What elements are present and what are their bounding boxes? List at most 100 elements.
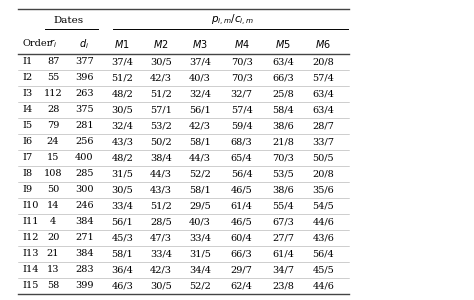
Text: 32/7: 32/7 [231, 89, 253, 98]
Text: 61/4: 61/4 [272, 250, 294, 259]
Text: I7: I7 [23, 153, 33, 162]
Text: 42/3: 42/3 [150, 266, 172, 274]
Text: 58/1: 58/1 [111, 250, 133, 259]
Text: $M1$: $M1$ [114, 38, 130, 50]
Text: $d_i$: $d_i$ [79, 37, 90, 51]
Text: 46/5: 46/5 [231, 218, 253, 226]
Text: 384: 384 [75, 250, 94, 259]
Text: I3: I3 [23, 89, 33, 98]
Text: 14: 14 [47, 201, 59, 210]
Text: 55: 55 [47, 73, 59, 82]
Text: 51/2: 51/2 [111, 73, 133, 82]
Text: 58/1: 58/1 [189, 185, 211, 194]
Text: 43/3: 43/3 [111, 137, 133, 146]
Text: 30/5: 30/5 [111, 185, 133, 194]
Text: 56/1: 56/1 [111, 218, 133, 226]
Text: 38/6: 38/6 [272, 122, 294, 130]
Text: 399: 399 [75, 281, 94, 290]
Text: 60/4: 60/4 [231, 233, 253, 242]
Text: 55/4: 55/4 [272, 201, 294, 210]
Text: 43/6: 43/6 [312, 233, 334, 242]
Text: 57/4: 57/4 [231, 105, 253, 114]
Text: 66/3: 66/3 [272, 73, 294, 82]
Text: 59/4: 59/4 [231, 122, 253, 130]
Text: 79: 79 [47, 122, 59, 130]
Text: I9: I9 [23, 185, 33, 194]
Text: 63/4: 63/4 [312, 105, 334, 114]
Text: 34/7: 34/7 [272, 266, 294, 274]
Text: 30/5: 30/5 [150, 281, 172, 290]
Text: 32/4: 32/4 [111, 122, 133, 130]
Text: 20: 20 [47, 233, 59, 242]
Text: 384: 384 [75, 218, 94, 226]
Text: 396: 396 [75, 73, 94, 82]
Text: 51/2: 51/2 [150, 201, 172, 210]
Text: 65/4: 65/4 [231, 153, 253, 162]
Text: $M4$: $M4$ [234, 38, 250, 50]
Text: $M2$: $M2$ [154, 38, 169, 50]
Text: I4: I4 [23, 105, 33, 114]
Text: 31/5: 31/5 [111, 169, 133, 178]
Text: 46/3: 46/3 [111, 281, 133, 290]
Text: 63/4: 63/4 [312, 89, 334, 98]
Text: 21: 21 [47, 250, 59, 259]
Text: 20/8: 20/8 [312, 169, 334, 178]
Text: 28/7: 28/7 [312, 122, 334, 130]
Text: 44/6: 44/6 [312, 281, 334, 290]
Text: Dates: Dates [54, 16, 84, 25]
Text: 25/8: 25/8 [272, 89, 294, 98]
Text: 51/2: 51/2 [150, 89, 172, 98]
Text: 246: 246 [75, 201, 94, 210]
Text: 29/5: 29/5 [189, 201, 211, 210]
Text: I12: I12 [23, 233, 39, 242]
Text: I8: I8 [23, 169, 33, 178]
Text: I13: I13 [23, 250, 39, 259]
Text: $M6$: $M6$ [315, 38, 331, 50]
Text: I10: I10 [23, 201, 39, 210]
Text: 27/7: 27/7 [272, 233, 294, 242]
Text: 28: 28 [47, 105, 59, 114]
Text: 112: 112 [44, 89, 63, 98]
Text: 15: 15 [47, 153, 59, 162]
Text: 31/5: 31/5 [189, 250, 211, 259]
Text: 37/4: 37/4 [111, 57, 133, 66]
Text: $r_i$: $r_i$ [49, 37, 57, 50]
Text: 62/4: 62/4 [231, 281, 253, 290]
Text: 13: 13 [47, 266, 59, 274]
Text: 66/3: 66/3 [231, 250, 253, 259]
Text: 50/5: 50/5 [312, 153, 334, 162]
Text: 70/3: 70/3 [231, 57, 253, 66]
Text: 35/6: 35/6 [312, 185, 334, 194]
Text: 56/1: 56/1 [189, 105, 211, 114]
Text: 67/3: 67/3 [272, 218, 294, 226]
Text: 45/3: 45/3 [111, 233, 133, 242]
Text: 38/6: 38/6 [272, 185, 294, 194]
Text: $p_{i,m}/c_{i,m}$: $p_{i,m}/c_{i,m}$ [210, 13, 254, 28]
Text: 44/3: 44/3 [150, 169, 172, 178]
Text: 256: 256 [75, 137, 94, 146]
Text: 58: 58 [47, 281, 59, 290]
Text: I15: I15 [23, 281, 39, 290]
Text: 375: 375 [75, 105, 94, 114]
Text: 271: 271 [75, 233, 94, 242]
Text: I14: I14 [23, 266, 39, 274]
Text: $M3$: $M3$ [192, 38, 208, 50]
Text: 40/3: 40/3 [189, 218, 211, 226]
Text: 40/3: 40/3 [189, 73, 211, 82]
Text: $M5$: $M5$ [275, 38, 291, 50]
Text: I5: I5 [23, 122, 33, 130]
Text: 36/4: 36/4 [111, 266, 133, 274]
Text: 58/4: 58/4 [272, 105, 294, 114]
Text: 57/4: 57/4 [312, 73, 334, 82]
Text: 38/4: 38/4 [150, 153, 172, 162]
Text: 70/3: 70/3 [231, 73, 253, 82]
Text: 53/2: 53/2 [150, 122, 172, 130]
Text: I6: I6 [23, 137, 33, 146]
Text: 108: 108 [44, 169, 63, 178]
Text: 50/2: 50/2 [150, 137, 172, 146]
Text: 29/7: 29/7 [231, 266, 253, 274]
Text: 54/5: 54/5 [312, 201, 334, 210]
Text: 28/5: 28/5 [150, 218, 172, 226]
Text: I1: I1 [23, 57, 33, 66]
Text: 263: 263 [75, 89, 94, 98]
